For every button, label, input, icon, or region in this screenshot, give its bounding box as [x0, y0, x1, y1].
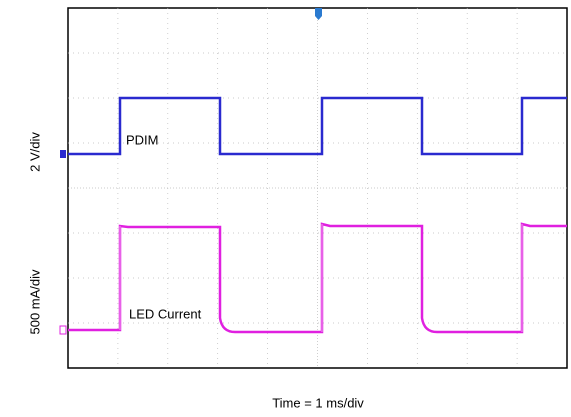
trigger-marker: [315, 8, 322, 20]
channel-1-marker: [60, 150, 66, 158]
channel-1-scale: 2 V/div: [27, 132, 42, 172]
channel-4-scale: 500 mA/div: [27, 269, 42, 335]
channel-4-marker: [59, 325, 67, 335]
channel-1-label: PDIM: [126, 132, 159, 147]
graticule: [67, 7, 568, 369]
pdim-waveform: [68, 96, 567, 156]
edge-trace: [119, 224, 523, 332]
channel-4-label: LED Current: [129, 306, 202, 321]
time-scale: Time = 1 ms/div: [272, 395, 364, 410]
grid: [68, 8, 567, 368]
